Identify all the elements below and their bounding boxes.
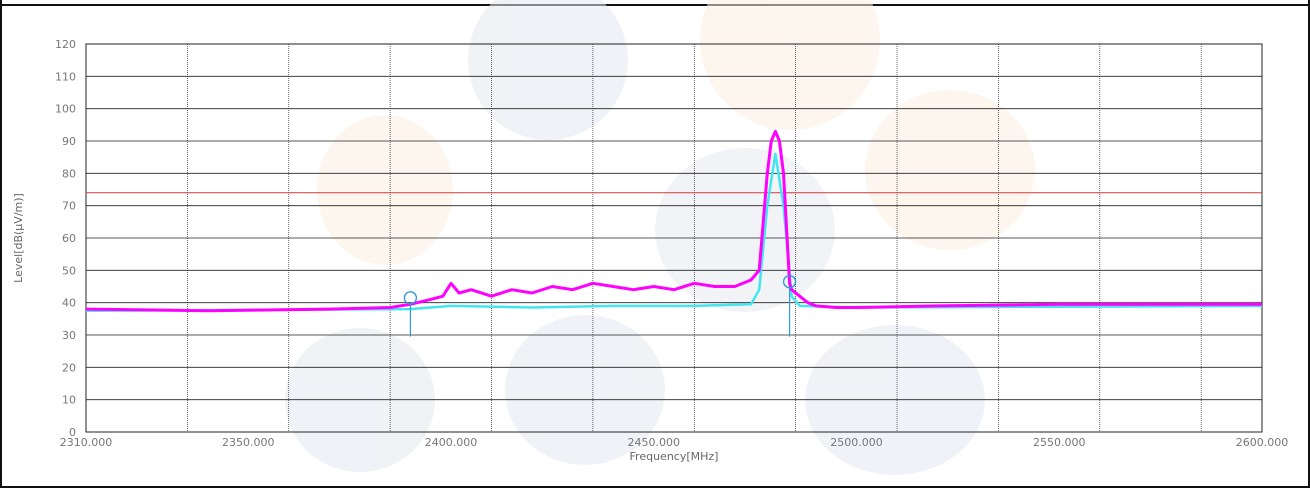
y-tick-label: 60 bbox=[62, 232, 76, 245]
x-tick-label: 2350.000 bbox=[222, 436, 275, 449]
marker-2 bbox=[782, 274, 797, 289]
watermark-logo bbox=[285, 0, 1035, 475]
series-line-1 bbox=[85, 152, 1263, 313]
x-tick-label: 2310.000 bbox=[60, 436, 113, 449]
plot-area-border bbox=[85, 43, 1263, 433]
y-axis-label: Level[dB(μV/m)] bbox=[12, 193, 25, 283]
x-tick-label: 2600.000 bbox=[1236, 436, 1289, 449]
series-line-0 bbox=[85, 129, 1262, 313]
x-tick-label: 2550.000 bbox=[1033, 436, 1086, 449]
x-tick-label: 2500.000 bbox=[830, 436, 883, 449]
y-tick-label: 120 bbox=[55, 38, 76, 51]
y-tick-label: 110 bbox=[55, 70, 76, 83]
y-tick-labels: 0 10 20 30 40 50 60 70 80 90 100 110 120 bbox=[55, 38, 76, 439]
y-tick-label: 10 bbox=[62, 394, 76, 407]
grid-lines bbox=[86, 44, 1262, 432]
marker-1 bbox=[403, 291, 418, 305]
y-tick-label: 30 bbox=[62, 329, 76, 342]
y-tick-label: 80 bbox=[62, 167, 76, 180]
x-tick-label: 2400.000 bbox=[425, 436, 478, 449]
x-tick-label: 2450.000 bbox=[627, 436, 680, 449]
top-border bbox=[0, 0, 1310, 6]
x-axis-label: Frequency[MHz] bbox=[630, 450, 719, 463]
y-tick-label: 20 bbox=[62, 361, 76, 374]
y-tick-label: 100 bbox=[55, 103, 76, 116]
series-layer bbox=[85, 129, 1263, 313]
y-tick-label: 40 bbox=[62, 297, 76, 310]
x-tick-labels: 2310.000 2350.000 2400.000 2450.000 2500.000… bbox=[60, 436, 1289, 449]
y-tick-label: 0 bbox=[69, 426, 76, 439]
y-tick-label: 50 bbox=[62, 264, 76, 277]
y-tick-label: 70 bbox=[62, 200, 76, 213]
y-tick-label: 90 bbox=[62, 135, 76, 148]
markers-layer bbox=[403, 274, 797, 337]
